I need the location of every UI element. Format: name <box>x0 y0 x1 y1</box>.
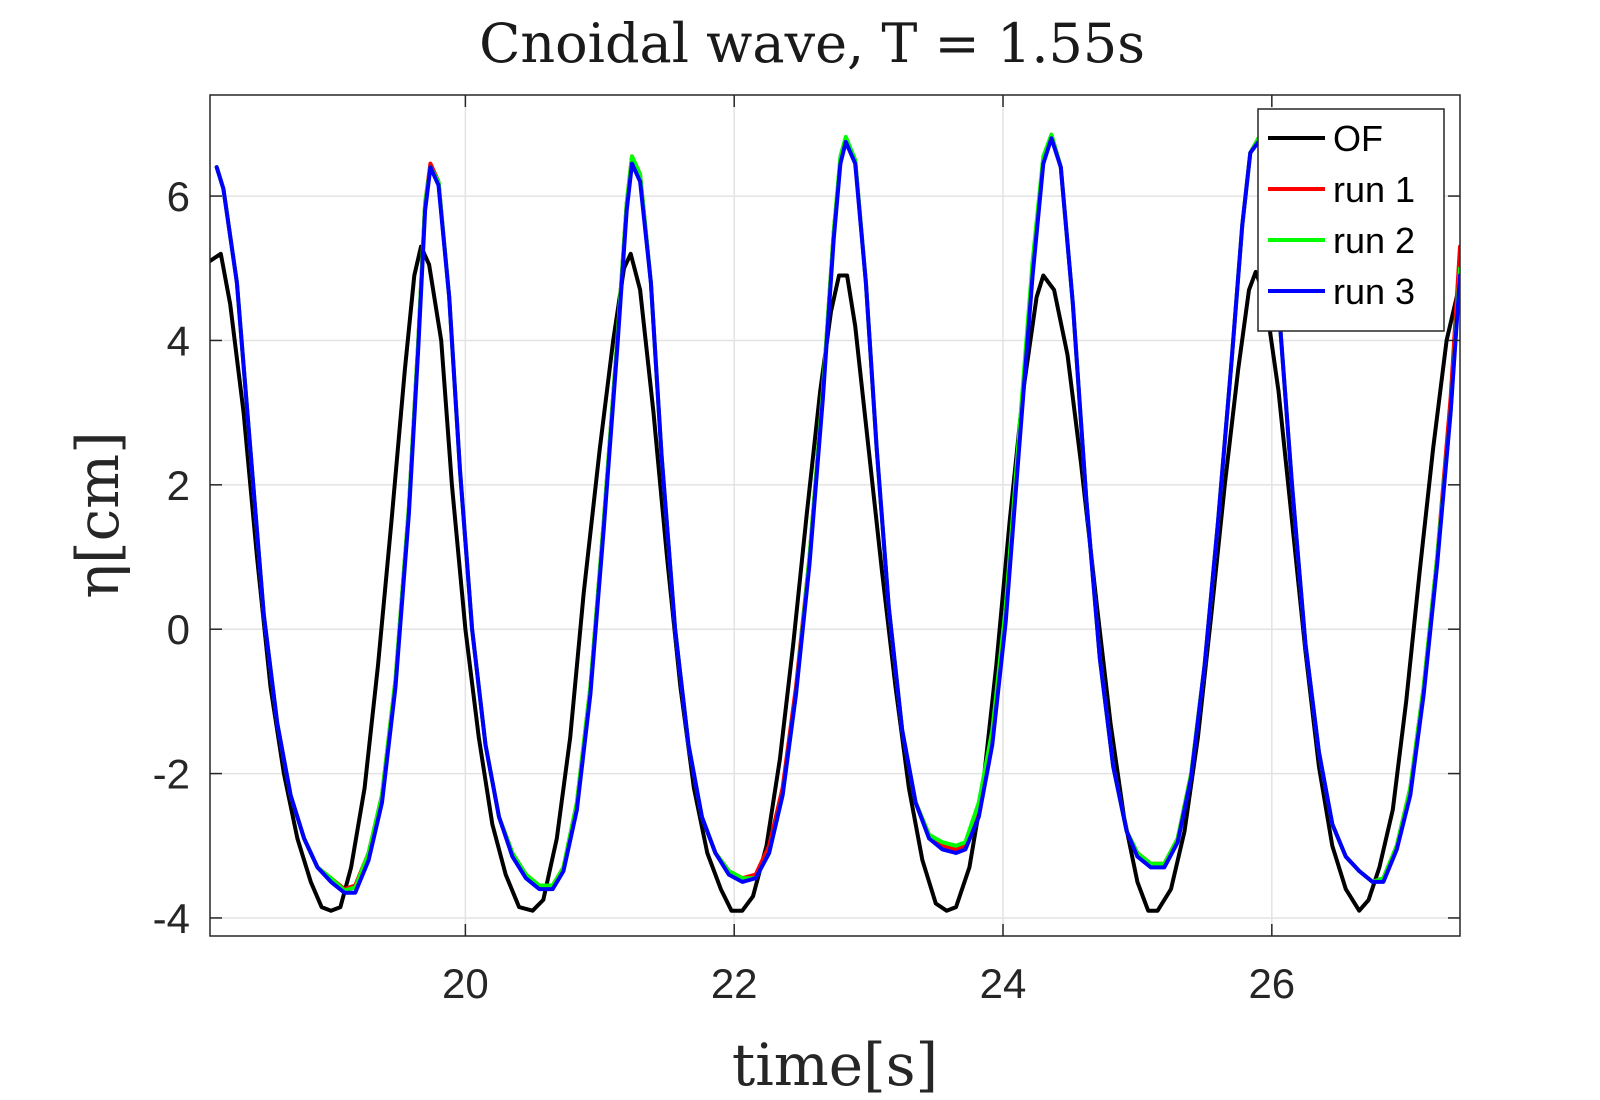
y-tick-label: -2 <box>153 751 190 798</box>
plot-area <box>209 94 1461 937</box>
legend: OF run 1 run 2 run 3 <box>1257 108 1445 332</box>
y-tick-label: 4 <box>167 317 190 364</box>
series-line-run-3 <box>214 136 1460 895</box>
legend-label: OF <box>1333 118 1383 159</box>
y-tick-label: -4 <box>153 895 190 942</box>
x-tick-labels: 20 22 24 26 <box>442 960 1295 1007</box>
x-tick-label: 24 <box>980 960 1027 1007</box>
legend-box <box>1257 108 1445 332</box>
y-axis-label: η[cm] <box>64 431 132 599</box>
grid <box>210 95 1460 936</box>
legend-label: run 2 <box>1333 220 1415 261</box>
x-tick-label: 20 <box>442 960 489 1007</box>
chart-title: Cnoidal wave, T = 1.55s <box>479 12 1145 75</box>
y-tick-label: 0 <box>167 606 190 653</box>
plot-frame <box>209 94 1461 937</box>
x-tick-label: 26 <box>1248 960 1295 1007</box>
y-tick-labels: -4 -2 0 2 4 6 <box>153 173 190 942</box>
ticks <box>210 95 1460 936</box>
x-axis-label: time[s] <box>732 1031 938 1099</box>
series-line-of <box>210 244 1460 913</box>
legend-label: run 1 <box>1333 169 1415 210</box>
legend-items: OF run 1 run 2 run 3 <box>1268 118 1415 312</box>
y-tick-label: 2 <box>167 462 190 509</box>
legend-label: run 3 <box>1333 271 1415 312</box>
series-layer <box>210 132 1460 913</box>
y-tick-label: 6 <box>167 173 190 220</box>
x-tick-label: 22 <box>711 960 758 1007</box>
